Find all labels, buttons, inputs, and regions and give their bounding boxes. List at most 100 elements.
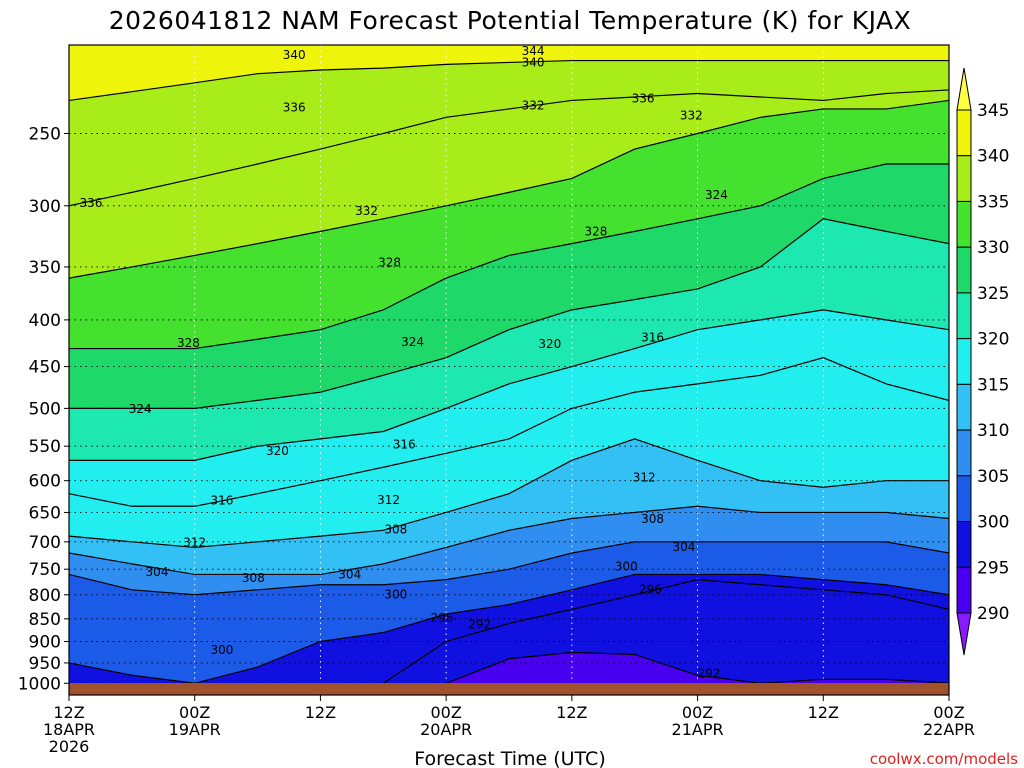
colorbar-swatch <box>956 429 972 477</box>
contour-label: 320 <box>266 444 289 458</box>
y-tick-label: 850 <box>29 610 61 630</box>
contour-label: 316 <box>210 494 233 508</box>
contour-label: 336 <box>283 100 306 114</box>
y-tick-label: 400 <box>29 311 61 331</box>
x-axis-label: Forecast Time (UTC) <box>414 748 605 768</box>
x-tick-label: 12Z <box>556 703 587 722</box>
x-tick-label: 19APR <box>169 720 221 739</box>
contour-label: 304 <box>338 567 361 581</box>
contour-label: 312 <box>633 470 656 484</box>
contour-label: 344 <box>522 44 545 58</box>
isentrope-contours <box>69 59 949 684</box>
contour-label: 324 <box>401 335 424 349</box>
contour-label: 332 <box>522 99 545 113</box>
isentrope-292 <box>445 651 949 684</box>
band-fill <box>69 579 949 695</box>
x-tick-label: 12Z <box>808 703 839 722</box>
isentrope-312 <box>69 438 949 549</box>
isentrope-316 <box>69 357 949 507</box>
contour-label: 328 <box>177 336 200 350</box>
y-axis: 2503003504004505005506006507007508008509… <box>18 124 69 694</box>
contour-label: 296 <box>639 582 662 596</box>
colorbar-swatch <box>956 521 972 568</box>
contour-label: 340 <box>522 55 545 69</box>
contour-labels: 3443403403363363363323323323283283283243… <box>80 44 728 681</box>
contour-label: 312 <box>183 535 206 549</box>
contour-label: 300 <box>384 587 407 601</box>
contour-label: 300 <box>210 643 233 657</box>
isentrope-320 <box>69 309 949 461</box>
contour-label: 292 <box>468 617 491 631</box>
contour-label: 308 <box>384 523 407 537</box>
colorbar-tick-label: 315 <box>977 375 1009 395</box>
colorbar-tick-label: 325 <box>977 284 1009 304</box>
y-tick-label: 250 <box>29 124 61 144</box>
colorbar-tick-label: 295 <box>977 558 1009 578</box>
isentrope-300 <box>69 573 949 684</box>
contour-label: 304 <box>146 565 169 579</box>
contour-label: 316 <box>641 330 664 344</box>
x-tick-label: 00Z <box>179 703 210 722</box>
contour-label: 324 <box>705 188 728 202</box>
contour-label: 336 <box>80 196 103 210</box>
y-tick-label: 600 <box>29 472 61 492</box>
chart-title: 2026041812 NAM Forecast Potential Temper… <box>109 6 912 35</box>
contour-label: 304 <box>672 540 695 554</box>
colorbar-tick-label: 310 <box>977 421 1009 441</box>
colorbar-swatch <box>956 475 972 523</box>
isentrope-304 <box>69 541 949 596</box>
colorbar-tick-label: 330 <box>977 238 1009 258</box>
contour-label: 336 <box>632 92 655 106</box>
y-tick-label: 800 <box>29 586 61 606</box>
contour-label: 332 <box>680 109 703 123</box>
colorbar-tick-label: 340 <box>977 147 1009 167</box>
isentrope-340 <box>69 59 949 102</box>
x-tick-label: 22APR <box>923 720 975 739</box>
y-tick-label: 1000 <box>18 674 61 694</box>
contour-label: 296 <box>430 611 453 625</box>
x-tick-label: 21APR <box>672 720 724 739</box>
contour-label: 316 <box>393 438 416 452</box>
shaded-bands <box>69 45 949 695</box>
plot-frame <box>68 44 950 696</box>
y-tick-label: 750 <box>29 560 61 580</box>
x-tick-label: 12Z <box>305 703 336 722</box>
y-tick-label: 450 <box>29 358 61 378</box>
isentrope-296 <box>382 579 949 684</box>
colorbar-arrow-bottom <box>956 612 972 656</box>
y-tick-label: 950 <box>29 654 61 674</box>
isentrope-336 <box>69 89 949 207</box>
colorbar-swatch <box>956 109 972 157</box>
contour-label: 300 <box>615 560 638 574</box>
colorbar-tick-label: 335 <box>977 192 1009 212</box>
plot-area: 3443403403363363363323323323283283283243… <box>69 44 949 695</box>
colorbar-swatch <box>956 155 972 202</box>
y-tick-label: 550 <box>29 437 61 457</box>
x-tick-label: 18APR <box>43 720 95 739</box>
contour-label: 324 <box>129 402 152 416</box>
colorbar-tick-label: 290 <box>977 604 1009 624</box>
y-tick-label: 300 <box>29 197 61 217</box>
isentrope-332 <box>69 99 949 279</box>
y-tick-label: 650 <box>29 503 61 523</box>
colorbar-tick-label: 345 <box>977 101 1009 121</box>
colorbar-swatch <box>956 383 972 431</box>
x-tick-label: 00Z <box>933 703 964 722</box>
x-tick-label: 00Z <box>682 703 713 722</box>
colorbar-arrow-top <box>956 67 972 111</box>
y-tick-label: 900 <box>29 632 61 652</box>
colorbar: 345 340 335 330 325 320 315 310 305 300 295 290 <box>956 67 1009 656</box>
colorbar-tick-label: 305 <box>977 467 1009 487</box>
contour-label: 308 <box>242 571 265 585</box>
colorbar-tick-label: 320 <box>977 330 1009 350</box>
contour-label: 328 <box>378 255 401 269</box>
contour-label: 292 <box>698 667 721 681</box>
colorbar-swatch <box>956 200 972 248</box>
isentrope-324 <box>69 218 949 409</box>
grid-lines <box>69 45 949 695</box>
x-tick-label: 20APR <box>420 720 472 739</box>
colorbar-tick-label: 300 <box>977 513 1009 533</box>
x-tick-label: 12Z <box>53 703 84 722</box>
